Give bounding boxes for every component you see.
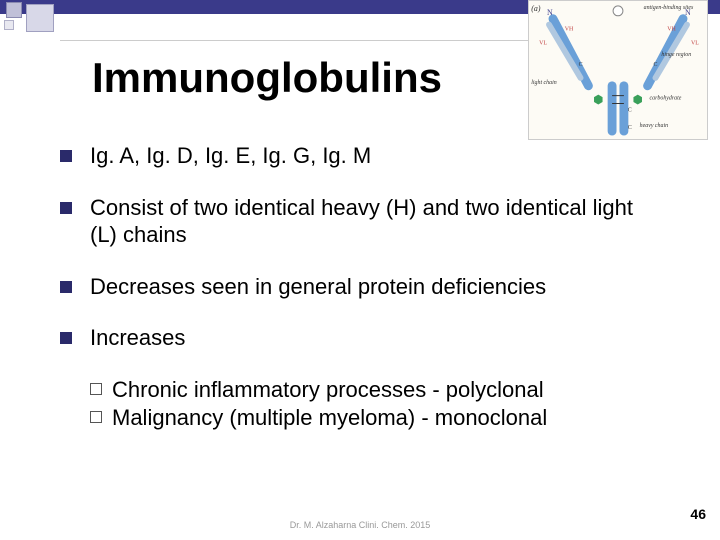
svg-text:N: N: [547, 8, 553, 17]
svg-text:C: C: [628, 125, 632, 131]
sub-bullet-marker-icon: [90, 411, 102, 423]
bullet-list: Ig. A, Ig. D, Ig. E, Ig. G, Ig. M Consist…: [60, 142, 660, 433]
bullet-text: Consist of two identical heavy (H) and t…: [90, 194, 660, 249]
decor-square-2: [26, 4, 54, 32]
c-labels: C C C C: [579, 62, 658, 131]
bullet-text: Increases: [90, 324, 185, 352]
bullet-item: Increases: [60, 324, 660, 352]
label-heavy: heavy chain: [640, 123, 668, 129]
circle-a: [613, 6, 623, 16]
svg-text:C: C: [579, 62, 583, 68]
svg-text:VH: VH: [565, 27, 574, 33]
label-light: light chain: [531, 80, 556, 86]
decor-square-1: [6, 2, 22, 18]
sub-bullet-text: Malignancy (multiple myeloma) - monoclon…: [112, 404, 547, 433]
bullet-text: Decreases seen in general protein defici…: [90, 273, 546, 301]
label-carb: carbohydrate: [650, 96, 682, 102]
label-ab-site: antigen-binding sites: [644, 5, 694, 11]
footer-credit: Dr. M. Alzaharna Clini. Chem. 2015: [0, 520, 720, 530]
decor-square-3: [4, 20, 14, 30]
bullet-text: Ig. A, Ig. D, Ig. E, Ig. G, Ig. M: [90, 142, 371, 170]
svg-text:C: C: [653, 62, 657, 68]
svg-text:C: C: [628, 107, 632, 113]
label-hinge: hinge region: [661, 52, 691, 58]
label-a: (a): [531, 4, 541, 13]
bullet-marker-icon: [60, 202, 72, 214]
sub-bullet-marker-icon: [90, 383, 102, 395]
bullet-marker-icon: [60, 281, 72, 293]
slide: Immunoglobulins NN VHVHVLVL CCCC (a) ant…: [0, 0, 720, 540]
sub-bullet-text: Chronic inflammatory processes - polyclo…: [112, 376, 544, 405]
antibody-diagram: NN VHVHVLVL CCCC (a) antigen-binding sit…: [528, 0, 708, 140]
bullet-item: Consist of two identical heavy (H) and t…: [60, 194, 660, 249]
bullet-item: Decreases seen in general protein defici…: [60, 273, 660, 301]
svg-text:VH: VH: [667, 27, 676, 33]
bullet-item: Ig. A, Ig. D, Ig. E, Ig. G, Ig. M: [60, 142, 660, 170]
sub-bullet-item: Chronic inflammatory processes - polyclo…: [90, 376, 660, 405]
sub-bullet-item: Malignancy (multiple myeloma) - monoclon…: [90, 404, 660, 433]
bullet-marker-icon: [60, 332, 72, 344]
page-number: 46: [690, 506, 706, 522]
antibody-svg: NN VHVHVLVL CCCC (a) antigen-binding sit…: [529, 1, 707, 139]
svg-text:VL: VL: [691, 40, 699, 46]
page-title: Immunoglobulins: [92, 54, 442, 102]
bullet-marker-icon: [60, 150, 72, 162]
sub-bullet-list: Chronic inflammatory processes - polyclo…: [90, 376, 660, 433]
svg-text:VL: VL: [539, 40, 547, 46]
